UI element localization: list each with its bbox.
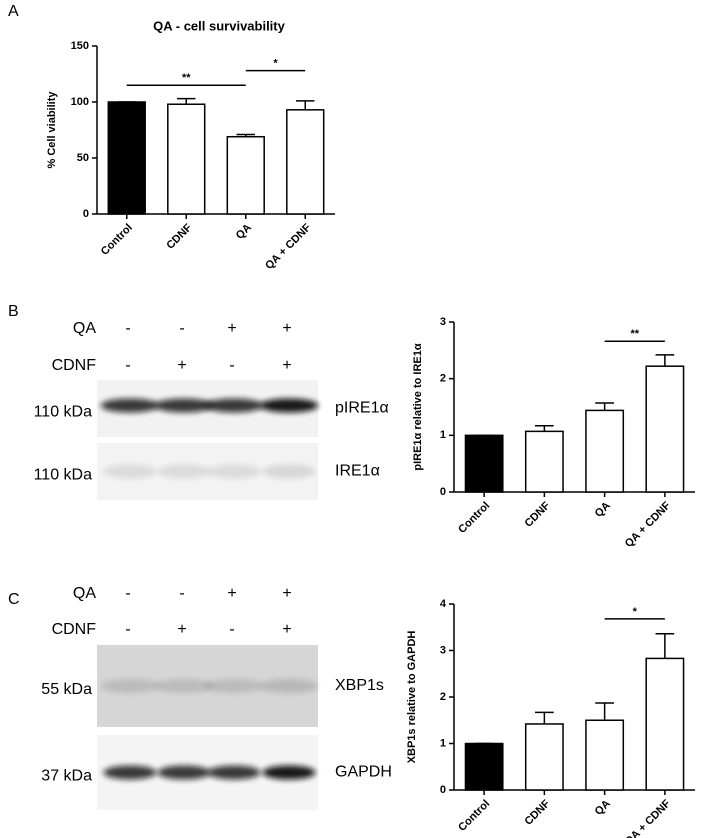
y-tick-label: 100 (71, 96, 89, 108)
size-label: 110 kDa (34, 404, 93, 421)
blot-band (259, 679, 319, 693)
y-tick-label: 3 (440, 644, 446, 656)
condition-sign: - (125, 621, 130, 638)
bar (464, 742, 504, 791)
bar (524, 723, 564, 791)
target-label: pIRE1α (335, 400, 389, 417)
condition-label: CDNF (52, 357, 97, 374)
bar (585, 409, 625, 493)
y-tick-label: 150 (71, 40, 89, 52)
panel-label: C (8, 591, 20, 608)
y-axis-label: pIRE1α relative to IRE1α (412, 343, 424, 470)
significance-label: ** (182, 72, 191, 84)
blot-band (100, 679, 160, 693)
blot-band (262, 464, 316, 479)
y-axis-label: % Cell viability (46, 91, 58, 169)
condition-sign: - (179, 585, 184, 602)
condition-label: QA (73, 585, 96, 602)
x-tick-label: QA + CDNF (623, 797, 674, 838)
x-tick-label: QA (234, 222, 254, 242)
x-tick-label: QA (593, 798, 613, 818)
y-tick-label: 0 (83, 208, 89, 220)
y-tick-label: 0 (440, 486, 446, 498)
panel-label: A (8, 3, 19, 20)
condition-sign: + (177, 357, 186, 374)
significance-label: * (273, 58, 278, 70)
condition-sign: + (227, 320, 236, 337)
blot-band (259, 398, 319, 413)
panel-label: B (8, 303, 19, 320)
blot-band (157, 464, 211, 479)
blot-band (103, 464, 157, 479)
x-tick-label: QA (593, 500, 613, 520)
y-tick-label: 2 (440, 691, 446, 703)
condition-label: QA (73, 320, 96, 337)
target-label: GAPDH (335, 764, 392, 781)
blot-band (204, 679, 264, 693)
y-tick-label: 3 (440, 316, 446, 328)
condition-sign: + (282, 320, 291, 337)
x-tick-label: CDNF (522, 500, 552, 530)
condition-sign: - (229, 621, 234, 638)
condition-sign: - (125, 320, 130, 337)
target-label: XBP1s (335, 677, 384, 694)
blot-band (157, 765, 211, 780)
condition-sign: - (229, 357, 234, 374)
size-label: 110 kDa (34, 467, 93, 484)
bar (585, 719, 625, 791)
bar (226, 135, 265, 215)
condition-sign: + (177, 621, 186, 638)
x-tick-label: QA + CDNF (623, 499, 674, 550)
y-tick-label: 1 (440, 737, 446, 749)
significance-label: * (633, 606, 638, 618)
condition-sign: - (125, 357, 130, 374)
chart-title: QA - cell survivability (153, 18, 286, 33)
blot-band (100, 398, 160, 413)
target-label: IRE1α (335, 463, 380, 480)
bar (167, 103, 206, 215)
y-tick-label: 1 (440, 429, 446, 441)
condition-sign: + (282, 357, 291, 374)
condition-sign: - (125, 585, 130, 602)
condition-sign: + (282, 621, 291, 638)
x-tick-label: QA + CDNF (263, 221, 314, 272)
size-label: 37 kDa (41, 768, 92, 785)
blot-band (154, 398, 214, 413)
bar (286, 109, 325, 215)
blot-band (207, 765, 261, 780)
bar (645, 657, 685, 791)
blot-band (204, 398, 264, 413)
y-axis-label: XBP1s relative to GAPDH (406, 631, 418, 764)
blot-band (262, 765, 316, 780)
x-tick-label: CDNF (164, 222, 194, 252)
condition-sign: + (282, 585, 291, 602)
bar (524, 430, 564, 493)
y-tick-label: 50 (77, 152, 89, 164)
x-tick-label: Control (456, 500, 492, 536)
bar (645, 365, 685, 493)
bar (107, 101, 146, 215)
condition-sign: - (179, 320, 184, 337)
blot-band (103, 765, 157, 780)
x-tick-label: CDNF (522, 798, 552, 828)
y-tick-label: 0 (440, 784, 446, 796)
x-tick-label: Control (99, 222, 135, 258)
condition-sign: + (227, 585, 236, 602)
blot-band (154, 679, 214, 693)
significance-label: ** (630, 328, 639, 340)
condition-label: CDNF (52, 621, 97, 638)
x-tick-label: Control (456, 798, 492, 834)
y-tick-label: 2 (440, 373, 446, 385)
blot-band (207, 464, 261, 479)
y-tick-label: 4 (440, 598, 447, 610)
size-label: 55 kDa (41, 681, 92, 698)
bar (464, 434, 504, 493)
